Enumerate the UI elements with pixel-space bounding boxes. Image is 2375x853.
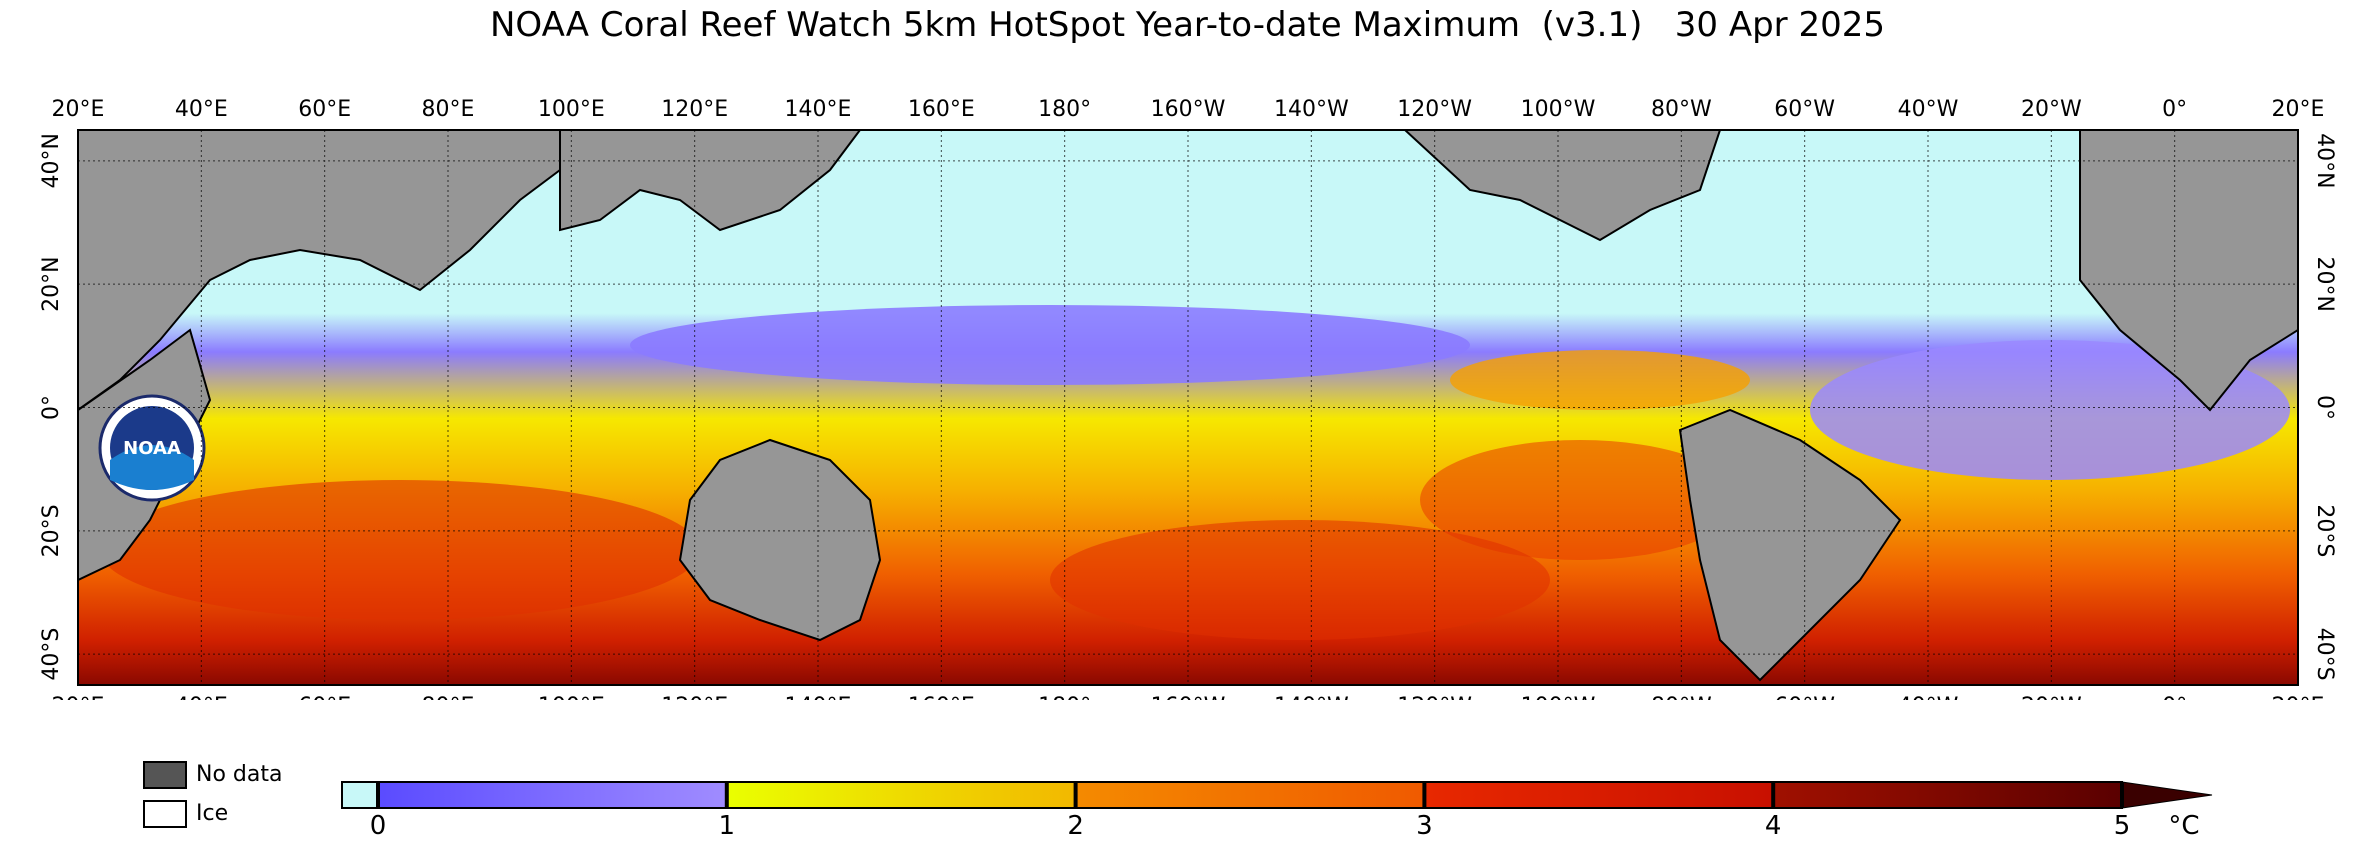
- lon-label-bottom: 140°E: [785, 694, 852, 700]
- lon-label-top: 60°E: [298, 97, 351, 122]
- lon-label-bottom: 60°W: [1774, 694, 1835, 700]
- lon-label-bottom: 100°W: [1521, 694, 1596, 700]
- colorbar-tick-label: 0: [370, 811, 387, 841]
- lat-labels-right: 40°N 20°N 0° 20°S 40°S: [2312, 133, 2337, 681]
- colorbar: 0 1 2 3 4 5 °C: [330, 770, 2280, 850]
- ocean-band-orange: [1450, 350, 1750, 410]
- colorbar-segment: [726, 782, 1076, 808]
- lon-label-top: 80°W: [1651, 97, 1712, 122]
- lon-label-bottom: 160°E: [908, 694, 975, 700]
- ocean-band-purple: [1810, 340, 2290, 480]
- colorbar-extend-arrow: [2121, 781, 2213, 809]
- lon-labels-bottom: 20°E 40°E 60°E 80°E 100°E 120°E 140°E 160°E 180°…: [52, 694, 2325, 700]
- lon-label-bottom: 60°E: [298, 694, 351, 700]
- lat-label-left: 20°S: [39, 504, 64, 557]
- graticule: [78, 130, 2298, 685]
- lon-label-bottom: 40°E: [175, 694, 228, 700]
- lat-label-left: 0°: [39, 395, 64, 420]
- east-asia: [559, 129, 862, 232]
- lon-label-top: 140°W: [1274, 97, 1349, 122]
- lon-label-bottom: 20°W: [2021, 694, 2082, 700]
- colorbar-tick-label: 2: [1067, 811, 1084, 841]
- lon-label-bottom: 80°W: [1651, 694, 1712, 700]
- ice-label: Ice: [196, 801, 229, 826]
- colorbar-zero-swatch: [341, 781, 379, 809]
- colorbar-segment: [378, 782, 727, 808]
- australia: [678, 438, 882, 642]
- no-data-label: No data: [196, 762, 283, 787]
- lon-label-bottom: 20°E: [2272, 694, 2325, 700]
- colorbar-segment: [1773, 782, 2122, 808]
- colorbar-tick-label: 5: [2114, 811, 2131, 841]
- colorbar-tick-label: 3: [1416, 811, 1433, 841]
- lon-label-bottom: 80°E: [422, 694, 475, 700]
- lon-label-bottom: 20°E: [52, 694, 105, 700]
- hotspot-map: NOAA 20°E 40°E 60°E 80°E 100°E 120°E 140°E 160°…: [0, 80, 2375, 700]
- lon-label-top: 20°E: [2272, 97, 2325, 122]
- eurasia-africa-north: [77, 129, 561, 412]
- ocean-band-purple: [630, 305, 1470, 385]
- colorbar-segment: [1075, 782, 1425, 808]
- map-frame: [77, 129, 2299, 686]
- noaa-logo: [98, 394, 206, 502]
- lon-label-top: 80°E: [422, 97, 475, 122]
- map-canvas: NOAA 20°E 40°E 60°E 80°E 100°E 120°E 140°E 160°…: [39, 97, 2337, 700]
- colorbar-canvas: 0 1 2 3 4 5 °C: [341, 781, 2213, 841]
- lat-label-right: 40°S: [2312, 628, 2337, 681]
- lon-label-top: 120°E: [661, 97, 728, 122]
- lon-label-top: 0°: [2162, 97, 2187, 122]
- noaa-logo-text: NOAA: [123, 438, 181, 459]
- lat-label-right: 20°S: [2312, 504, 2337, 557]
- south-america: [1678, 408, 1902, 682]
- colorbar-segment: [1424, 782, 1774, 808]
- colorbar-tick-label: 4: [1765, 811, 1782, 841]
- lon-label-bottom: 140°W: [1274, 694, 1349, 700]
- colorbar-tick-label: 1: [719, 811, 736, 841]
- lon-label-top: 180°: [1038, 97, 1091, 122]
- lon-label-top: 100°E: [538, 97, 605, 122]
- ice-swatch: [143, 800, 187, 828]
- lon-label-bottom: 160°W: [1151, 694, 1226, 700]
- lat-label-left: 40°N: [39, 133, 64, 188]
- colorbar-unit: °C: [2168, 811, 2199, 841]
- lat-labels-left: 40°N 20°N 0° 20°S 40°S: [39, 133, 64, 681]
- ocean-band-red: [1050, 520, 1550, 640]
- lon-label-top: 120°W: [1397, 97, 1472, 122]
- lon-label-top: 100°W: [1521, 97, 1596, 122]
- lat-label-left: 20°N: [39, 256, 64, 311]
- lon-label-bottom: 40°W: [1898, 694, 1959, 700]
- lon-label-bottom: 180°: [1038, 694, 1091, 700]
- lon-label-top: 40°W: [1898, 97, 1959, 122]
- lon-label-top: 160°W: [1151, 97, 1226, 122]
- lon-label-bottom: 0°: [2162, 694, 2187, 700]
- lon-label-top: 140°E: [785, 97, 852, 122]
- land-masses: [77, 129, 2299, 682]
- ocean-band-red: [100, 480, 700, 620]
- lon-label-bottom: 120°E: [661, 694, 728, 700]
- no-data-swatch: [143, 761, 187, 789]
- lat-label-left: 40°S: [39, 628, 64, 681]
- lon-label-top: 40°E: [175, 97, 228, 122]
- lon-label-top: 20°E: [52, 97, 105, 122]
- lon-label-bottom: 120°W: [1397, 694, 1472, 700]
- map-title: NOAA Coral Reef Watch 5km HotSpot Year-t…: [490, 5, 1885, 45]
- lat-label-right: 0°: [2312, 395, 2337, 420]
- lon-label-top: 20°W: [2021, 97, 2082, 122]
- lon-label-top: 160°E: [908, 97, 975, 122]
- lon-label-bottom: 100°E: [538, 694, 605, 700]
- lat-label-right: 20°N: [2312, 256, 2337, 311]
- lat-label-right: 40°N: [2312, 133, 2337, 188]
- lon-label-top: 60°W: [1774, 97, 1835, 122]
- lon-labels-top: 20°E 40°E 60°E 80°E 100°E 120°E 140°E 160°E 180°…: [52, 97, 2325, 122]
- ocean-band-red: [1420, 440, 1740, 560]
- north-america: [1402, 129, 1722, 242]
